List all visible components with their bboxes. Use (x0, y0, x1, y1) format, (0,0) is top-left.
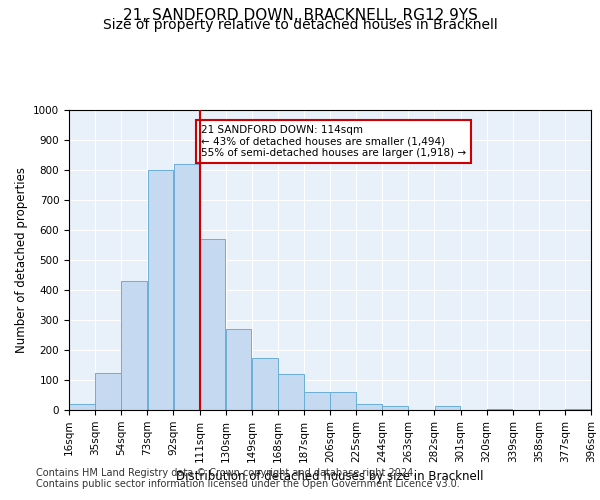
Bar (252, 358, 278, 410)
Bar (121, 281, 147, 410)
Bar (148, 170, 173, 410)
Bar (330, 392, 356, 410)
Text: 21, SANDFORD DOWN, BRACKNELL, RG12 9YS: 21, SANDFORD DOWN, BRACKNELL, RG12 9YS (122, 8, 478, 22)
Bar (226, 329, 251, 410)
Bar (382, 406, 408, 410)
Text: Contains public sector information licensed under the Open Government Licence v3: Contains public sector information licen… (36, 479, 460, 489)
Bar (200, 239, 226, 410)
X-axis label: Distribution of detached houses by size in Bracknell: Distribution of detached houses by size … (176, 470, 484, 483)
Bar (278, 374, 304, 410)
Bar (304, 392, 330, 410)
Bar (356, 404, 382, 410)
Bar (565, 408, 591, 410)
Bar (69, 404, 95, 410)
Bar (487, 408, 512, 410)
Bar (434, 406, 460, 410)
Text: Size of property relative to detached houses in Bracknell: Size of property relative to detached ho… (103, 18, 497, 32)
Text: 21 SANDFORD DOWN: 114sqm
← 43% of detached houses are smaller (1,494)
55% of sem: 21 SANDFORD DOWN: 114sqm ← 43% of detach… (201, 125, 466, 158)
Y-axis label: Number of detached properties: Number of detached properties (14, 167, 28, 353)
Text: Contains HM Land Registry data © Crown copyright and database right 2024.: Contains HM Land Registry data © Crown c… (36, 468, 416, 477)
Bar (95, 372, 121, 410)
Bar (173, 164, 199, 410)
